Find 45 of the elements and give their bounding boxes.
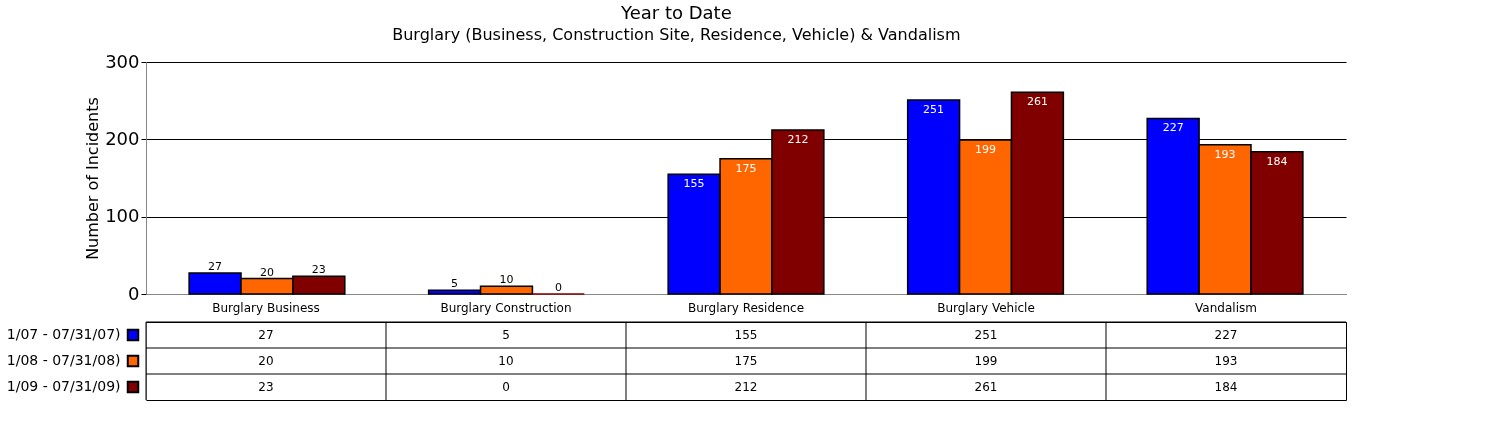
annotation: 27 [208, 260, 223, 274]
data-label: 212 [734, 380, 758, 394]
legend-label: 1/07 - 07/31/07) [6, 326, 121, 342]
data-label: 251 [974, 328, 998, 342]
y-tick-label: 200 [105, 127, 140, 149]
data-label: 5 [502, 328, 510, 342]
data-label: 184 [1214, 380, 1238, 394]
annotation: 5 [451, 277, 459, 291]
annotation: 20 [259, 265, 274, 279]
data-label: 175 [734, 354, 758, 368]
annotation: 0 [554, 281, 562, 294]
y-axis-title: Number of Incidents [83, 97, 103, 260]
legend-label: 1/08 - 07/31/08) [6, 352, 121, 368]
y-tick-label: 100 [105, 205, 140, 227]
annotation: 175 [735, 161, 757, 175]
data-label: 27 [258, 328, 274, 342]
x-tick-label: Burglary Vehicle [937, 300, 1035, 315]
data-label: 261 [974, 380, 998, 394]
annotation: 227 [1162, 121, 1184, 135]
x-tick-label: Burglary Construction [440, 300, 572, 315]
data-label: 193 [1214, 354, 1238, 368]
legend-label: 1/09 - 07/31/09) [6, 378, 121, 394]
data-label: 10 [498, 354, 514, 368]
y-tick-label: 300 [105, 50, 140, 72]
annotation: 155 [683, 177, 705, 191]
data-label: 199 [974, 354, 998, 368]
data-label: 20 [258, 354, 274, 368]
annotation: 251 [923, 102, 945, 116]
chart-title: Year to Date [620, 2, 732, 23]
annotation: 184 [1266, 154, 1288, 168]
data-label: 23 [258, 380, 274, 394]
annotation: 212 [787, 133, 809, 147]
x-tick-label: Burglary Business [212, 300, 320, 315]
annotation: 10 [499, 273, 514, 287]
x-tick-label: Burglary Residence [687, 300, 805, 315]
y-tick-label: 0 [128, 282, 140, 304]
annotation: 23 [311, 263, 326, 277]
data-label: 0 [502, 380, 510, 394]
x-tick-label: Vandalism [1195, 300, 1257, 315]
data-label: 227 [1214, 328, 1238, 342]
annotation: 193 [1214, 147, 1236, 161]
chart-subtitle: Burglary (Business, Construction Site, Residence, Vehicle) & Vandalism [392, 25, 961, 44]
annotation: 261 [1026, 95, 1048, 109]
annotation: 199 [975, 143, 997, 157]
data-label: 155 [734, 328, 758, 342]
